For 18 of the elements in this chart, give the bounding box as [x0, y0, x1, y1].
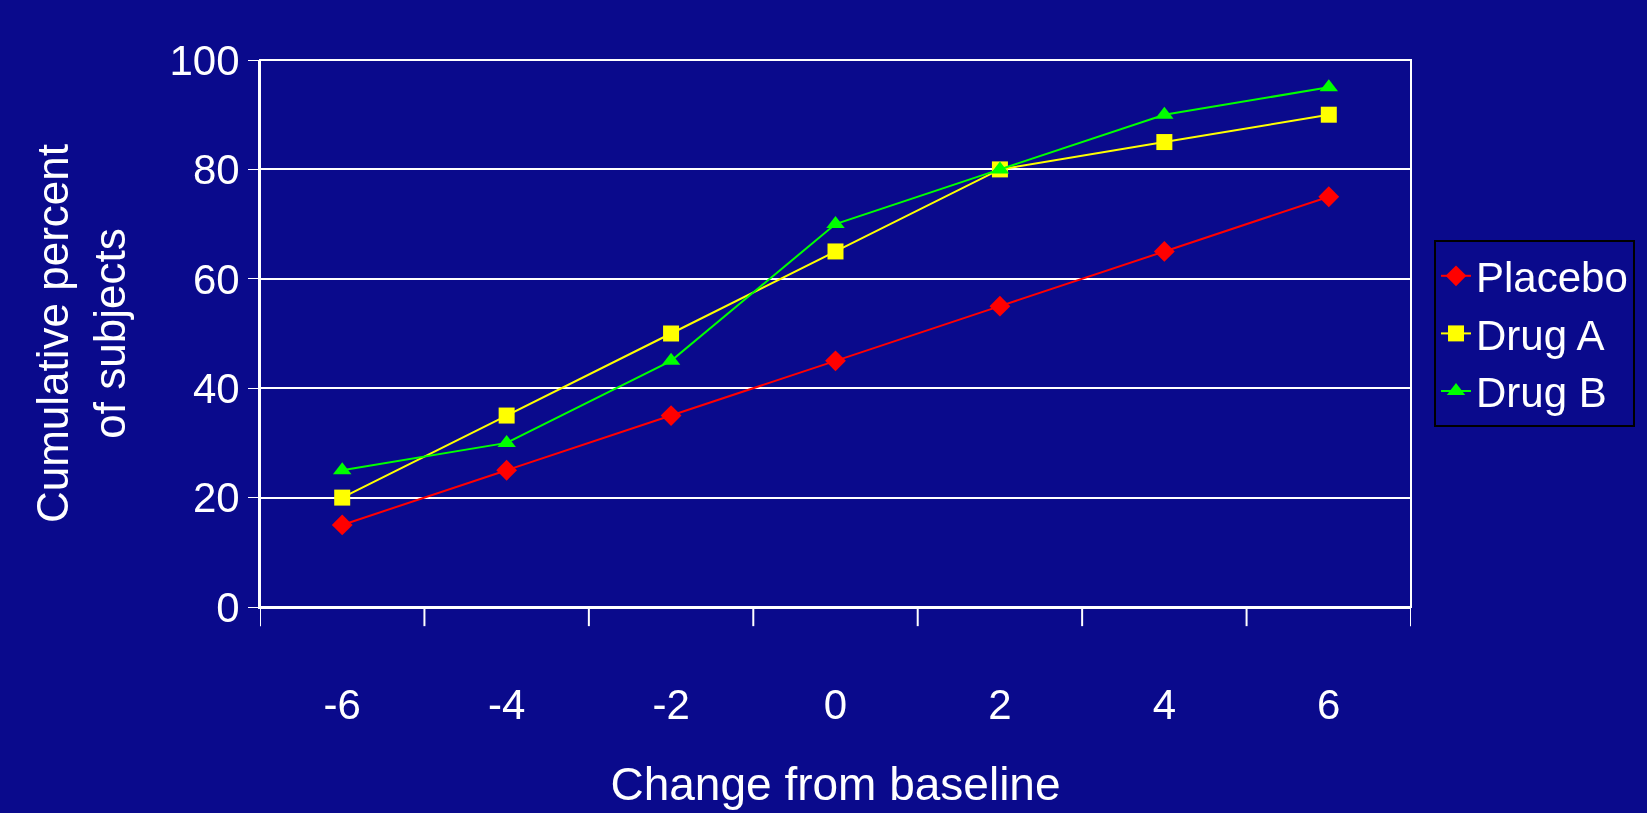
- x-tick-label: 0: [823, 681, 848, 729]
- legend-label: Placebo: [1476, 254, 1628, 302]
- y-tick-label: 40: [192, 364, 240, 412]
- x-axis-title: Change from baseline: [610, 757, 1061, 810]
- y-tick-label: 0: [216, 583, 240, 631]
- x-tick-label: 6: [1317, 681, 1341, 729]
- legend-label: Drug A: [1476, 311, 1605, 359]
- y-tick-label: 20: [192, 474, 240, 522]
- x-tick-label: 2: [988, 681, 1012, 729]
- x-tick-label: -6: [323, 681, 361, 729]
- x-tick-label: -2: [652, 681, 690, 729]
- y-axis-title: Cumulative percent of subjects: [27, 143, 135, 524]
- legend-label: Drug B: [1476, 369, 1607, 417]
- y-tick-label: 100: [169, 36, 240, 84]
- y-tick-label: 60: [192, 255, 240, 303]
- y-tick-label: 80: [192, 146, 240, 194]
- x-tick-label: 4: [1152, 681, 1177, 729]
- x-tick-label: -4: [487, 681, 526, 729]
